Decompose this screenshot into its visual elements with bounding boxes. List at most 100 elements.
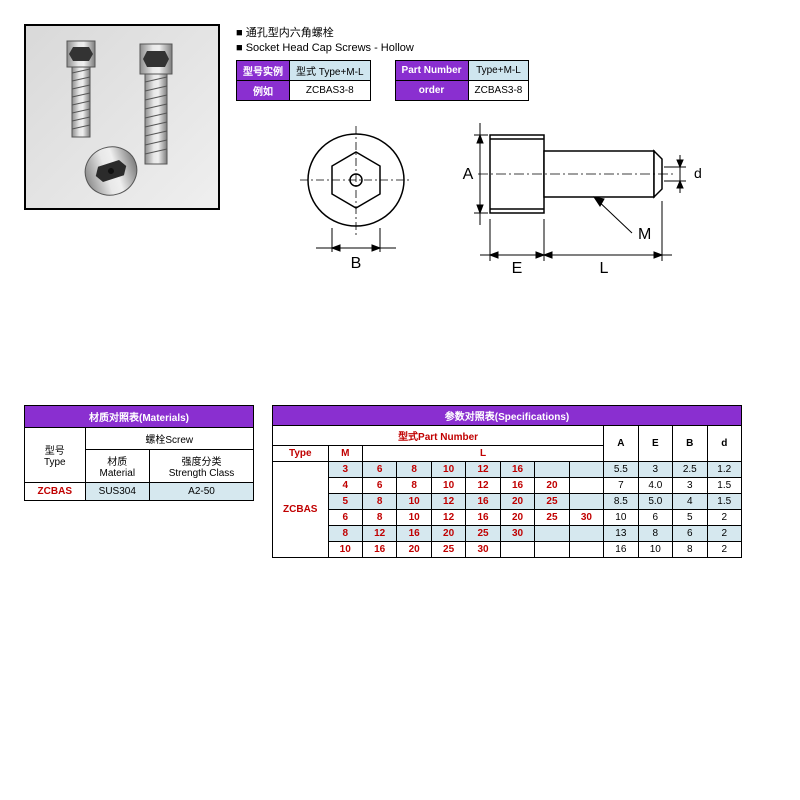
mat-material-head: 材质Material	[85, 450, 149, 483]
spec-L: 25	[431, 542, 465, 558]
spec-B: 8	[673, 542, 707, 558]
spec-type-val: ZCBAS	[273, 462, 329, 558]
spec-L	[535, 542, 569, 558]
spec-col-d: d	[707, 426, 742, 462]
bottom-row: 材质对照表(Materials) 型号Type 螺栓Screw 材质Materi…	[24, 405, 776, 558]
spec-L	[569, 478, 603, 494]
mini-r-h1: Part Number	[395, 61, 468, 81]
spec-col-L: L	[362, 446, 603, 462]
spec-L: 8	[397, 462, 431, 478]
mat-strength-head: 强度分类Strength Class	[150, 450, 254, 483]
spec-L: 16	[500, 462, 534, 478]
spec-L: 20	[431, 526, 465, 542]
spec-table: 参数对照表(Specifications) 型式Part NumberAEBdT…	[272, 405, 742, 558]
spec-L: 25	[535, 510, 569, 526]
spec-L: 30	[500, 526, 534, 542]
spec-L: 10	[397, 510, 431, 526]
spec-M: 8	[328, 526, 362, 542]
spec-title: 参数对照表(Specifications)	[273, 406, 742, 426]
mini-table-right: Part Number Type+M-L order ZCBAS3-8	[395, 60, 530, 101]
spec-L: 30	[466, 542, 500, 558]
spec-L: 25	[466, 526, 500, 542]
spec-pn-title: 型式Part Number	[273, 426, 604, 446]
right-column: ■ 通孔型内六角螺栓 ■ Socket Head Cap Screws - Ho…	[236, 24, 776, 295]
spec-L	[569, 462, 603, 478]
spec-col-M: M	[328, 446, 362, 462]
spec-L: 16	[466, 494, 500, 510]
label-B: B	[351, 255, 362, 272]
spec-L	[500, 542, 534, 558]
label-A: A	[463, 166, 474, 183]
spec-d: 2	[707, 526, 742, 542]
label-d: d	[694, 165, 702, 181]
spec-col-B: B	[673, 426, 707, 462]
product-photo	[24, 24, 220, 210]
spec-E: 10	[638, 542, 672, 558]
spec-L: 10	[431, 462, 465, 478]
spec-A: 5.5	[604, 462, 638, 478]
spec-A: 8.5	[604, 494, 638, 510]
mat-type-head: 型号Type	[25, 428, 86, 483]
spec-B: 4	[673, 494, 707, 510]
mat-strength-val: A2-50	[150, 483, 254, 501]
spec-L: 6	[362, 462, 396, 478]
spec-E: 5.0	[638, 494, 672, 510]
spec-A: 13	[604, 526, 638, 542]
spec-L: 10	[397, 494, 431, 510]
spec-L: 20	[535, 478, 569, 494]
mini-r-v1: Type+M-L	[468, 61, 529, 81]
mat-material-val: SUS304	[85, 483, 149, 501]
mini-r-v2: ZCBAS3-8	[468, 81, 529, 101]
mat-type-val: ZCBAS	[25, 483, 86, 501]
spec-A: 7	[604, 478, 638, 494]
spec-L: 12	[466, 462, 500, 478]
label-M: M	[638, 226, 651, 243]
title-en: ■ Socket Head Cap Screws - Hollow	[236, 42, 776, 54]
spec-col-E: E	[638, 426, 672, 462]
spec-A: 16	[604, 542, 638, 558]
diagram-front: B	[296, 120, 426, 290]
diagram-area: B	[236, 115, 776, 295]
spec-E: 4.0	[638, 478, 672, 494]
spec-M: 5	[328, 494, 362, 510]
spec-L: 12	[431, 510, 465, 526]
spec-L: 16	[466, 510, 500, 526]
spec-L: 25	[535, 494, 569, 510]
spec-L: 12	[466, 478, 500, 494]
mini-l-h1: 型号实例	[237, 61, 290, 81]
spec-L: 20	[397, 542, 431, 558]
spec-L	[569, 526, 603, 542]
spec-M: 10	[328, 542, 362, 558]
spec-d: 1.2	[707, 462, 742, 478]
mat-title: 材质对照表(Materials)	[25, 406, 254, 428]
spec-B: 5	[673, 510, 707, 526]
mini-l-v2: ZCBAS3-8	[290, 81, 371, 101]
materials-table: 材质对照表(Materials) 型号Type 螺栓Screw 材质Materi…	[24, 405, 254, 501]
spec-d: 2	[707, 542, 742, 558]
spec-d: 1.5	[707, 478, 742, 494]
mini-r-h2: order	[395, 81, 468, 101]
spec-M: 4	[328, 478, 362, 494]
spec-d: 1.5	[707, 494, 742, 510]
spec-L: 6	[362, 478, 396, 494]
titles: ■ 通孔型内六角螺栓 ■ Socket Head Cap Screws - Ho…	[236, 24, 776, 54]
spec-L	[569, 494, 603, 510]
spec-L: 16	[397, 526, 431, 542]
title-cn: ■ 通孔型内六角螺栓	[236, 24, 776, 40]
mini-table-left: 型号实例 型式 Type+M-L 例如 ZCBAS3-8	[236, 60, 371, 101]
spec-E: 8	[638, 526, 672, 542]
mini-tables: 型号实例 型式 Type+M-L 例如 ZCBAS3-8 Part Number…	[236, 60, 776, 101]
spec-L: 20	[500, 510, 534, 526]
spec-E: 6	[638, 510, 672, 526]
spec-B: 6	[673, 526, 707, 542]
spec-L: 10	[431, 478, 465, 494]
spec-B: 3	[673, 478, 707, 494]
spec-L: 12	[431, 494, 465, 510]
spec-L	[535, 526, 569, 542]
spec-L: 8	[362, 510, 396, 526]
label-E: E	[512, 260, 523, 277]
mini-l-v1: 型式 Type+M-L	[290, 61, 371, 81]
spec-A: 10	[604, 510, 638, 526]
spec-M: 6	[328, 510, 362, 526]
label-L: L	[600, 260, 609, 277]
